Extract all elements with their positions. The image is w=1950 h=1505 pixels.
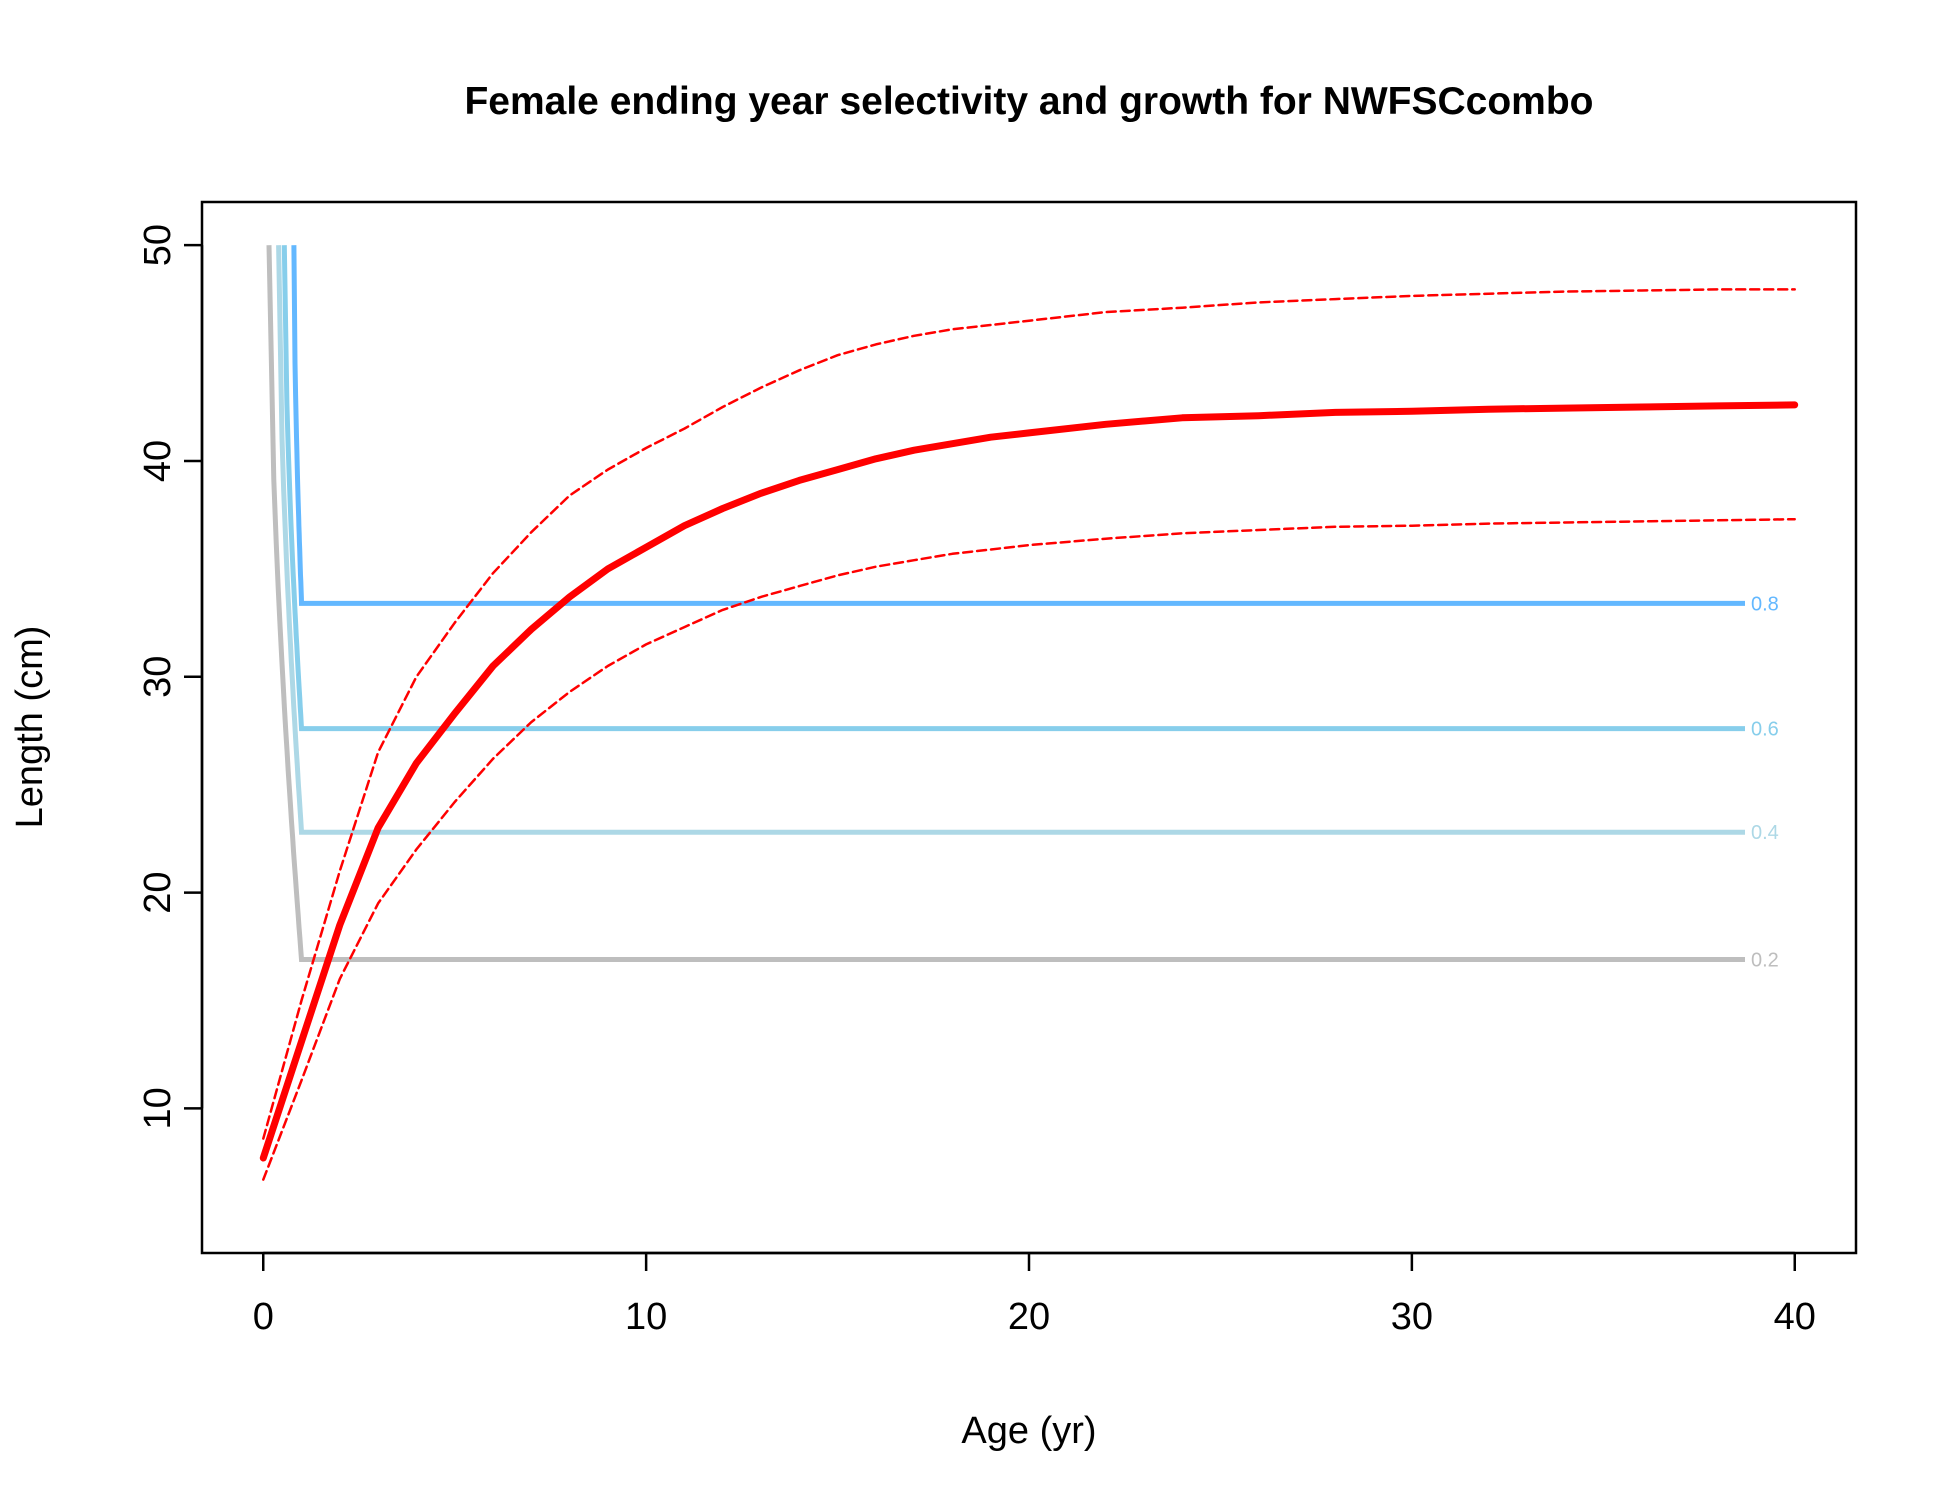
contour-line-0.4 <box>276 245 1745 835</box>
growth-mean-line <box>259 401 1799 1162</box>
axes: 0 10 20 30 40 10 20 30 40 50 <box>137 224 1816 1338</box>
contour-line-0.8 <box>291 245 1745 606</box>
x-tick-label: 40 <box>1774 1296 1816 1338</box>
y-tick-label: 10 <box>137 1087 179 1129</box>
x-axis-label: Age (yr) <box>961 1410 1096 1452</box>
y-tick-label: 30 <box>137 656 179 698</box>
contour-lines: 0.2 0.4 0.6 0.8 <box>266 245 1779 971</box>
y-tick-label: 40 <box>137 440 179 482</box>
x-tick-label: 20 <box>1008 1296 1050 1338</box>
x-tick-label: 10 <box>625 1296 667 1338</box>
growth-lower-line <box>262 517 1796 1181</box>
contour-label-0.6: 0.6 <box>1751 719 1779 741</box>
growth-lines <box>259 288 1799 1181</box>
contour-label-0.4: 0.4 <box>1751 822 1779 844</box>
x-tick-label: 30 <box>1391 1296 1433 1338</box>
y-tick-label: 20 <box>137 871 179 913</box>
chart-title: Female ending year selectivity and growt… <box>464 80 1593 123</box>
x-tick-label: 0 <box>253 1296 274 1338</box>
contour-line-0.2 <box>266 245 1745 962</box>
contour-label-0.2: 0.2 <box>1751 949 1779 971</box>
contour-label-0.8: 0.8 <box>1751 593 1779 615</box>
y-axis-label: Length (cm) <box>9 626 51 829</box>
contour-line-0.6 <box>281 245 1745 732</box>
growth-upper-line <box>262 288 1796 1140</box>
y-tick-label: 50 <box>137 224 179 266</box>
